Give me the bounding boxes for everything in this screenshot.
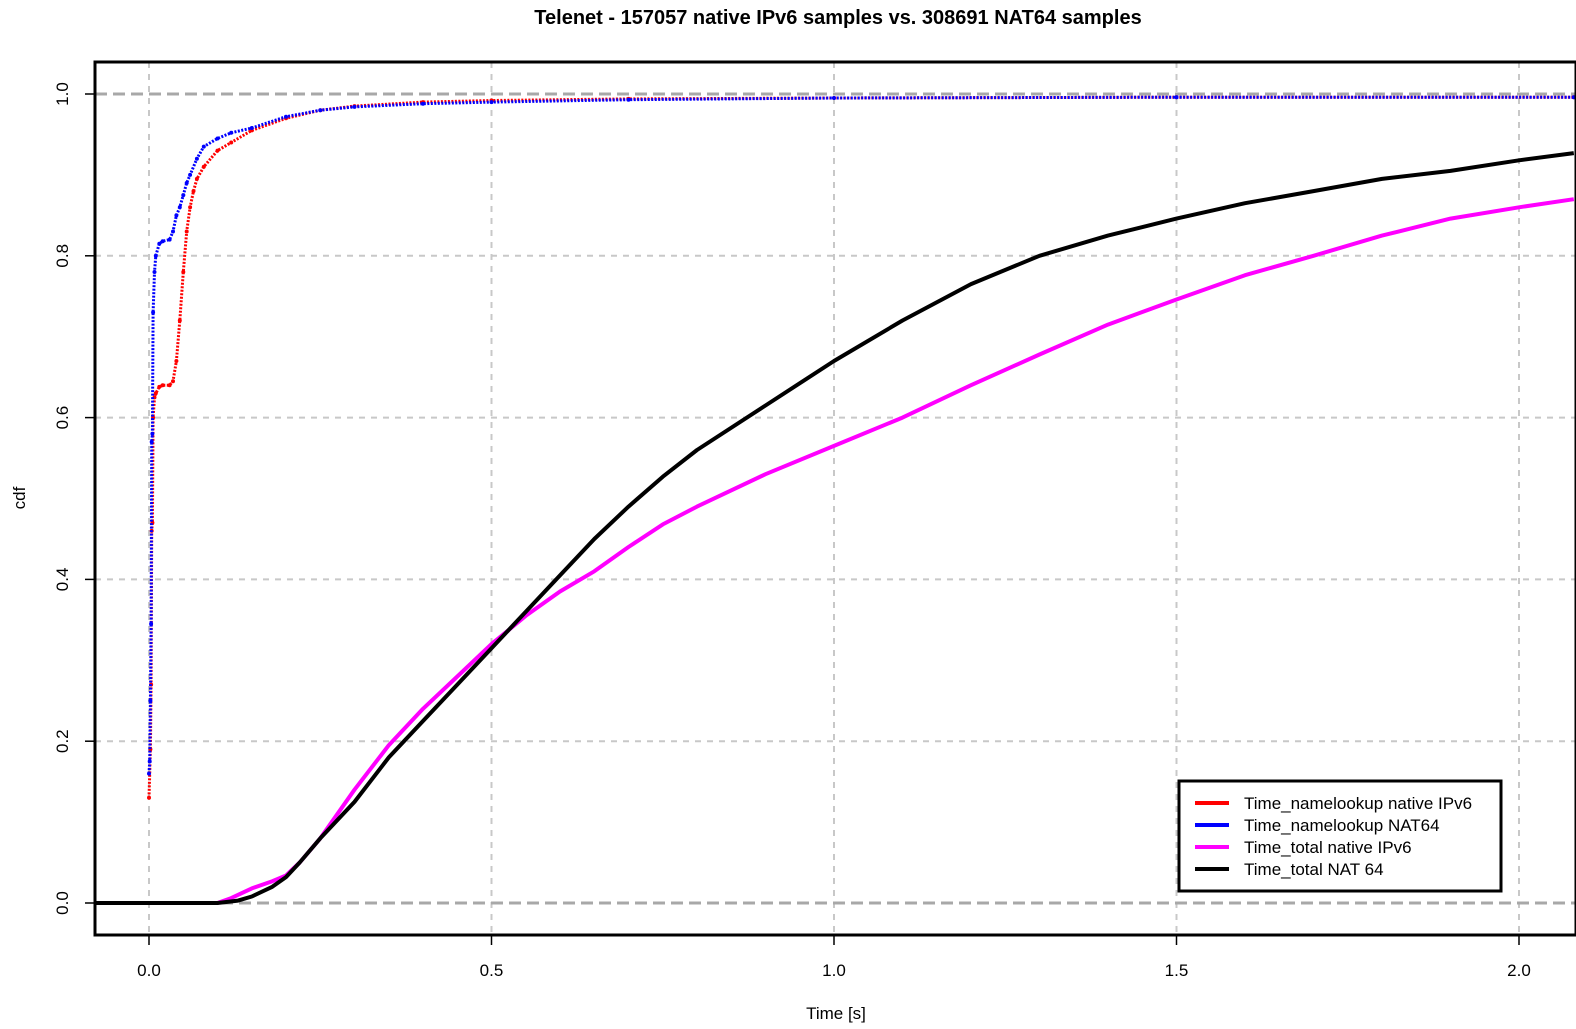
data-point <box>151 310 156 315</box>
data-point <box>181 193 186 198</box>
series-time-namelookup-native-ipv6-trace <box>147 95 1574 798</box>
legend-item-time-namelookup-nat64: Time_namelookup NAT64 <box>1195 816 1440 835</box>
data-point <box>157 241 162 246</box>
y-tick-label: 0.0 <box>53 891 72 915</box>
x-tick-label: 1.0 <box>822 961 846 980</box>
data-point <box>174 213 179 218</box>
y-axis-title: cdf <box>10 486 29 509</box>
data-point <box>215 136 220 141</box>
data-point <box>147 771 151 776</box>
data-point <box>167 237 172 242</box>
data-point <box>177 205 182 210</box>
data-point <box>171 229 175 234</box>
data-point <box>201 164 206 169</box>
x-tick-label: 0.5 <box>480 961 504 980</box>
legend-box <box>1177 779 1503 893</box>
series-layer <box>95 95 1576 905</box>
data-point <box>147 795 151 800</box>
series-time-total-nat-64-line <box>95 151 1575 905</box>
data-point <box>194 156 199 161</box>
x-axis-title: Time [s] <box>806 1004 866 1023</box>
series-time-namelookup-native-ipv6 <box>147 95 1576 800</box>
legend-label: Time_total NAT 64 <box>1244 860 1384 879</box>
legend-label: Time_total native IPv6 <box>1244 838 1412 857</box>
x-axis: 0.0 0.5 1.0 1.5 2.0 <box>137 935 1531 980</box>
legend-item-time-total-nat-64: Time_total NAT 64 <box>1195 860 1384 879</box>
data-point <box>157 384 162 389</box>
series-time-namelookup-nat64 <box>147 95 1576 776</box>
data-point <box>147 759 152 764</box>
data-point <box>352 104 357 109</box>
data-point <box>194 176 199 181</box>
data-point <box>150 431 155 436</box>
data-point <box>201 144 206 149</box>
data-point <box>229 140 234 145</box>
y-tick-label: 1.0 <box>53 82 72 106</box>
data-point <box>171 379 175 384</box>
series-time-namelookup-nat64-trace <box>147 95 1574 774</box>
data-point <box>284 114 288 119</box>
data-point <box>832 96 836 100</box>
y-tick-label: 0.2 <box>53 729 72 753</box>
data-point <box>184 229 189 234</box>
y-tick-label: 0.8 <box>53 244 72 268</box>
chart-title: Telenet - 157057 native IPv6 samples vs.… <box>534 7 1141 29</box>
legend-item-time-total-native-ipv6: Time_total native IPv6 <box>1195 838 1412 857</box>
data-point <box>249 126 254 130</box>
data-point <box>153 253 158 258</box>
data-point <box>153 391 158 396</box>
legend-item-time-namelookup-native-ipv6: Time_namelookup native IPv6 <box>1195 794 1472 813</box>
legend-label: Time_namelookup native IPv6 <box>1244 794 1472 813</box>
data-point <box>149 439 154 444</box>
data-point <box>188 205 193 210</box>
y-tick-label: 0.4 <box>53 568 72 592</box>
data-point <box>1174 95 1179 100</box>
data-point <box>421 101 425 106</box>
plot-frame <box>93 60 1576 937</box>
data-point <box>160 383 165 388</box>
x-tick-label: 1.5 <box>1165 961 1189 980</box>
grid-lines <box>95 62 1576 935</box>
x-tick-label: 0.0 <box>137 961 161 980</box>
data-point <box>177 318 182 323</box>
data-point <box>152 270 157 274</box>
data-point <box>626 97 631 102</box>
data-point <box>167 383 172 388</box>
y-axis: 0.0 0.2 0.4 0.6 0.8 1.0 <box>53 82 95 915</box>
data-point <box>191 189 196 194</box>
data-point <box>148 698 153 703</box>
data-point <box>181 270 186 274</box>
data-point <box>160 239 165 244</box>
data-point <box>215 148 220 153</box>
data-point <box>174 359 179 363</box>
y-tick-label: 0.6 <box>53 406 72 430</box>
data-point <box>318 108 323 113</box>
x-tick-label: 2.0 <box>1507 961 1531 980</box>
data-point <box>149 621 154 626</box>
data-point <box>188 172 193 177</box>
data-point <box>229 130 234 135</box>
legend-label: Time_namelookup NAT64 <box>1244 816 1440 835</box>
data-point <box>489 100 494 105</box>
legend: Time_namelookup native IPv6 Time_namelook… <box>1177 779 1503 893</box>
data-point <box>184 181 189 185</box>
